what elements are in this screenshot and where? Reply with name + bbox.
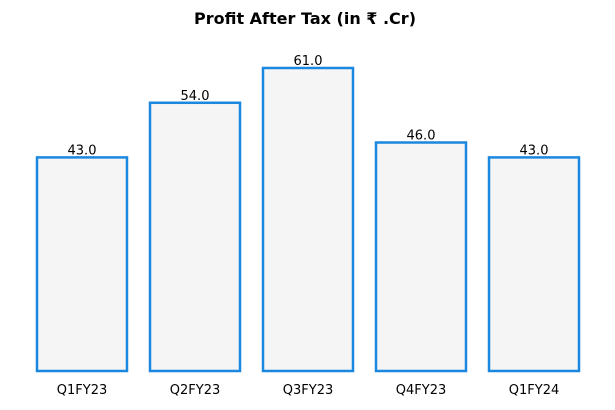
data-label-q4fy23: 46.0 <box>407 129 436 144</box>
bar-q1fy24 <box>487 156 581 373</box>
data-label-q1fy23: 43.0 <box>68 143 97 158</box>
data-labels-layer: 43.0 54.0 61.0 46.0 43.0 <box>68 54 549 158</box>
x-tick-label-q1fy24: Q1FY24 <box>509 383 559 398</box>
x-tick-label-q2fy23: Q2FY23 <box>170 383 220 398</box>
x-tick-label-q4fy23: Q4FY23 <box>396 383 446 398</box>
bars-layer <box>35 66 581 373</box>
bar-q4fy23 <box>374 141 468 373</box>
x-tick-label-q1fy23: Q1FY23 <box>57 383 107 398</box>
x-tick-label-q3fy23: Q3FY23 <box>283 383 333 398</box>
bar-q2fy23 <box>148 101 242 373</box>
bar-q1fy23 <box>35 156 129 373</box>
data-label-q1fy24: 43.0 <box>520 143 549 158</box>
data-label-q2fy23: 54.0 <box>181 89 210 104</box>
x-tick-labels-layer: Q1FY23 Q2FY23 Q3FY23 Q4FY23 Q1FY24 <box>57 383 559 398</box>
bar-q3fy23 <box>261 66 355 373</box>
chart-title: Profit After Tax (in ₹ .Cr) <box>194 9 416 28</box>
data-label-q3fy23: 61.0 <box>294 54 323 69</box>
